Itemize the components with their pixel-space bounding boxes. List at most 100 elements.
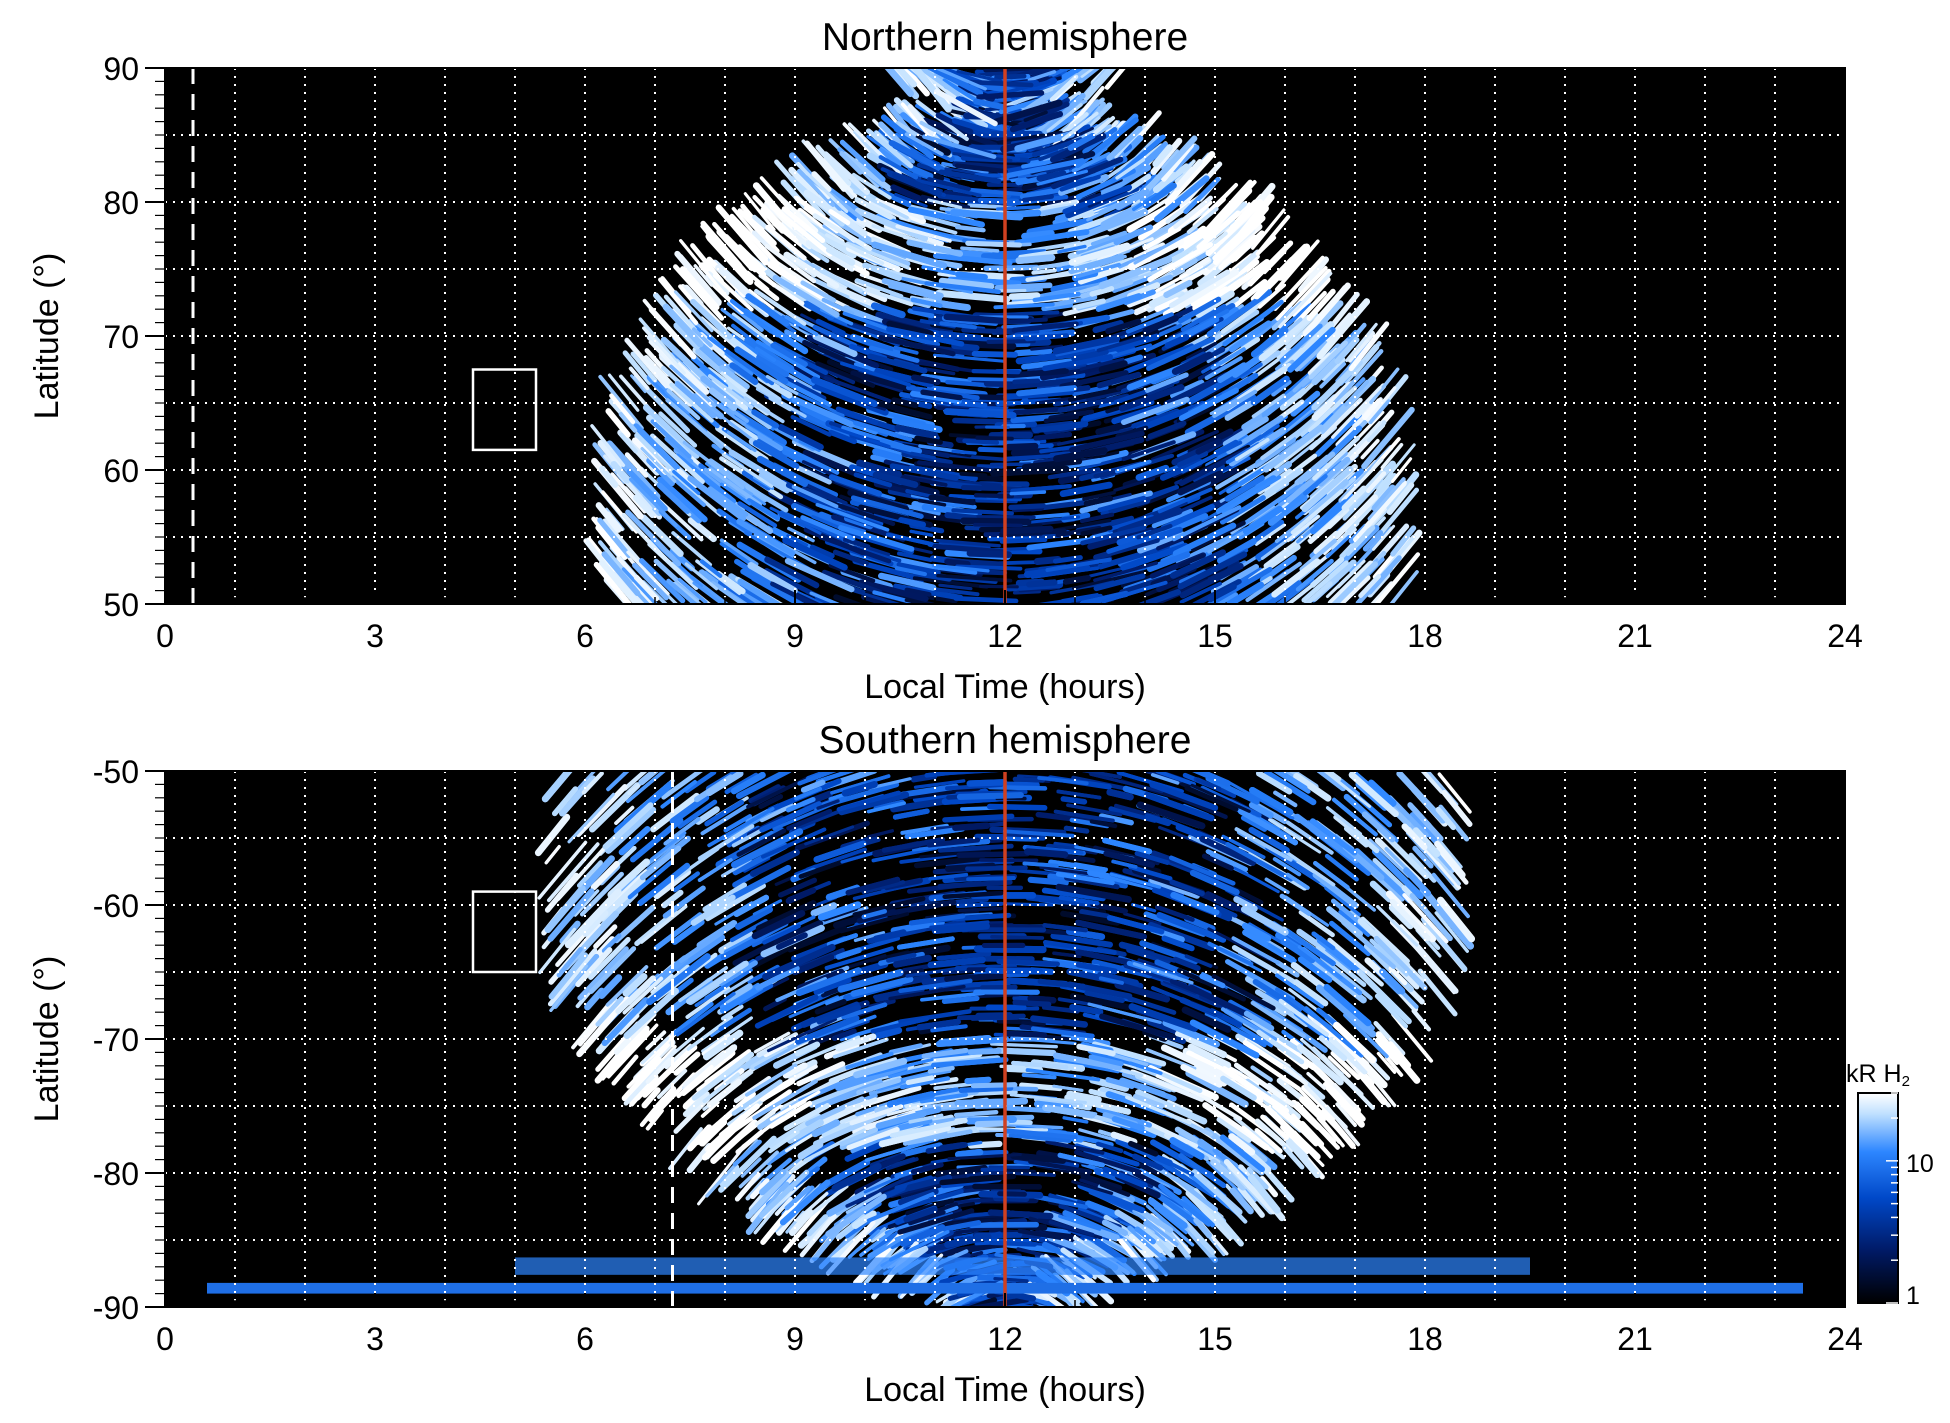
emission-streak [1015, 254, 1056, 265]
emission-streak [1098, 255, 1173, 290]
emission-streak [928, 1116, 962, 1126]
emission-streak [1066, 803, 1123, 817]
emission-streak [720, 1004, 744, 1021]
emission-streak [756, 455, 809, 487]
emission-streak [955, 901, 1004, 908]
emission-streak [853, 189, 909, 220]
emission-streak [1204, 891, 1241, 912]
emission-streak [913, 855, 985, 869]
emission-streak [614, 805, 635, 825]
emission-streak [1115, 1138, 1173, 1167]
emission-streak [638, 317, 679, 364]
emission-streak [1376, 1051, 1397, 1074]
emission-streak [1184, 394, 1257, 436]
emission-streak [1101, 580, 1168, 604]
emission-streak [786, 925, 848, 953]
emission-streak [1106, 527, 1180, 554]
emission-streak [1066, 1090, 1102, 1104]
emission-streak [1247, 240, 1294, 287]
emission-streak [1255, 535, 1288, 561]
emission-streak [546, 842, 600, 903]
emission-streak [1003, 834, 1039, 842]
emission-streak [1365, 471, 1387, 494]
emission-streak [824, 946, 894, 971]
emission-streak [967, 1048, 1002, 1055]
emission-streak [890, 918, 945, 934]
emission-streak [1152, 171, 1177, 194]
emission-streak [795, 1015, 860, 1045]
emission-streak [1297, 256, 1330, 293]
emission-streak [898, 1009, 972, 1024]
emission-streak [1089, 819, 1118, 829]
emission-streak [1324, 853, 1359, 882]
emission-streak [1067, 386, 1124, 402]
x-tick-label: 12 [987, 618, 1023, 654]
emission-streak [908, 913, 966, 926]
emission-streak [687, 475, 747, 522]
emission-streak [1361, 406, 1415, 470]
emission-streak [1052, 555, 1083, 564]
emission-streak [1047, 467, 1101, 480]
emission-streak [987, 535, 1035, 542]
emission-streak [702, 882, 747, 912]
emission-streak [1412, 845, 1434, 869]
emission-streak [1157, 291, 1185, 308]
emission-streak [826, 359, 854, 374]
emission-streak [953, 1232, 978, 1240]
emission-streak [768, 395, 793, 412]
emission-streak [920, 991, 986, 1002]
emission-streak [619, 432, 638, 454]
emission-streak [1193, 191, 1230, 227]
emission-streak [730, 771, 766, 795]
emission-streak [690, 356, 729, 389]
emission-streak [1067, 210, 1095, 222]
emission-streak [1216, 538, 1257, 564]
emission-streak [1097, 543, 1170, 570]
emission-streak [1224, 475, 1265, 502]
emission-streak [1067, 132, 1096, 151]
emission-streak [917, 68, 961, 97]
emission-streak [700, 1100, 720, 1118]
emission-streak [942, 813, 1015, 823]
emission-streak [932, 353, 1006, 363]
emission-streak [1096, 371, 1142, 389]
emission-streak [1121, 396, 1190, 426]
emission-streak [920, 194, 971, 209]
x-tick-label: 3 [366, 618, 384, 654]
emission-streak [853, 931, 886, 943]
emission-streak [986, 339, 1036, 344]
emission-streak [1136, 863, 1162, 875]
emission-streak [907, 206, 985, 228]
emission-streak [1434, 840, 1466, 878]
emission-streak [772, 802, 835, 831]
emission-streak [1352, 481, 1407, 542]
emission-streak [913, 360, 976, 373]
emission-streak [810, 902, 838, 917]
emission-streak [1251, 208, 1286, 250]
emission-streak [1032, 423, 1075, 434]
emission-streak [821, 569, 883, 595]
emission-streak [1058, 1214, 1102, 1231]
y-tick-label: 60 [103, 453, 139, 489]
x-tick-label: 0 [156, 618, 174, 654]
emission-streak [1292, 1100, 1340, 1150]
emission-streak [1325, 535, 1351, 559]
emission-streak [1376, 443, 1416, 491]
emission-streak [1268, 256, 1295, 285]
emission-streak [1264, 771, 1317, 806]
emission-streak [881, 837, 946, 853]
emission-streak [1109, 872, 1162, 889]
emission-streak [754, 1110, 776, 1126]
emission-streak [665, 398, 724, 449]
emission-streak [718, 930, 754, 954]
emission-streak [556, 843, 609, 901]
emission-streak [929, 920, 990, 929]
emission-streak [919, 848, 992, 859]
emission-streak [622, 976, 664, 1015]
emission-streak [1030, 344, 1064, 351]
emission-streak [1205, 199, 1264, 257]
emission-streak [1371, 484, 1396, 512]
emission-streak [692, 327, 713, 348]
emission-streak [976, 90, 1045, 100]
emission-streak [853, 129, 883, 163]
